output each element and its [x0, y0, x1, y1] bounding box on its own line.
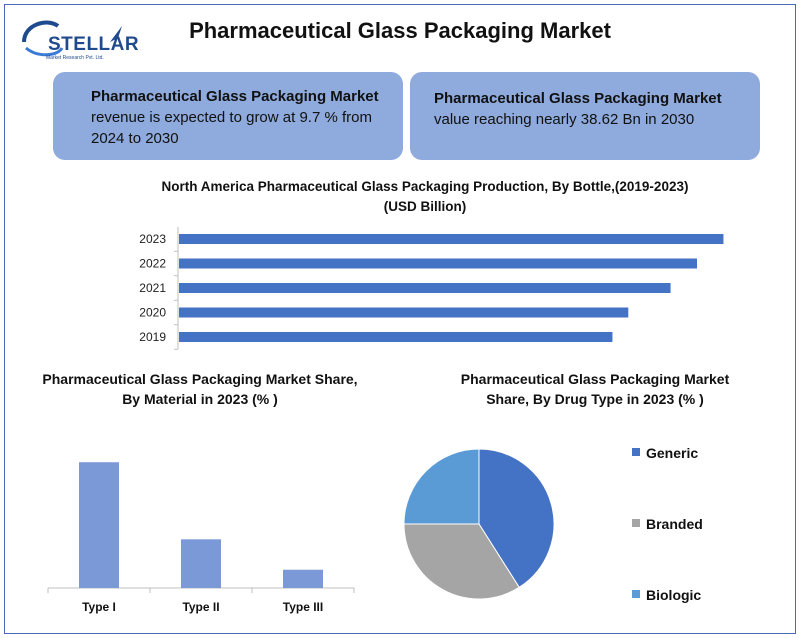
production-category-label: 2023: [139, 232, 166, 246]
material-chart-title: Pharmaceutical Glass Packaging Market Sh…: [42, 371, 358, 407]
production-bar-2023: [179, 234, 724, 244]
legend-label: Biologic: [646, 587, 702, 603]
production-chart-subtitle: (USD Billion): [383, 199, 467, 214]
production-category-label: 2020: [139, 306, 166, 320]
material-category-label: Type II: [182, 600, 219, 614]
info-box-value-heading: Pharmaceutical Glass Packaging Market: [434, 90, 722, 107]
page-title: Pharmaceutical Glass Packaging Market: [189, 18, 611, 43]
material-bar-type-ii: [181, 539, 221, 588]
material-bar-chart: Type I Type II Type III: [47, 462, 355, 614]
production-bar-2022: [179, 258, 697, 269]
info-box-value: Pharmaceutical Glass Packaging Market va…: [410, 72, 760, 160]
material-bar-type-i: [79, 462, 119, 588]
legend-label: Branded: [646, 516, 703, 532]
drugtype-chart-title: Pharmaceutical Glass Packaging Market Sh…: [460, 371, 730, 407]
material-bar-type-iii: [283, 569, 323, 588]
info-box-growth-heading: Pharmaceutical Glass Packaging Market: [91, 88, 379, 105]
logo-swoosh-icon: [22, 20, 122, 57]
legend-item-biologic: Biologic: [632, 587, 701, 603]
production-category-label: 2019: [139, 330, 166, 344]
infographic-frame: [4, 4, 796, 634]
production-bar-2019: [179, 332, 613, 342]
production-category-label: 2021: [139, 281, 166, 295]
production-bar-2021: [179, 283, 671, 293]
production-chart-title: North America Pharmaceutical Glass Packa…: [161, 179, 689, 194]
legend-swatch: [632, 448, 640, 457]
material-category-label: Type III: [283, 600, 323, 614]
material-category-label: Type I: [82, 600, 116, 614]
company-logo: STELLAR Market Research Pvt. Ltd.: [18, 12, 139, 61]
drugtype-pie-chart: [403, 448, 555, 600]
legend-label: Generic: [646, 445, 699, 461]
info-box-value-text: value reaching nearly 38.62 Bn in 2030: [434, 111, 695, 128]
pie-slice-branded: [403, 523, 520, 600]
logo-subtitle: Market Research Pvt. Ltd.: [46, 55, 104, 61]
legend-item-branded: Branded: [632, 516, 703, 532]
production-bar-chart: 2023 2022 2021 2020 2019: [139, 227, 724, 350]
legend-swatch: [632, 519, 640, 528]
info-box-growth: Pharmaceutical Glass Packaging Market re…: [53, 72, 403, 160]
logo-brand: STELLAR: [48, 34, 140, 55]
production-category-label: 2022: [139, 257, 166, 271]
pie-slice-biologic: [403, 448, 480, 525]
legend-item-generic: Generic: [632, 445, 698, 461]
production-bar-2020: [179, 307, 629, 318]
production-chart-title-block: North America Pharmaceutical Glass Packa…: [100, 177, 750, 217]
legend-swatch: [632, 590, 640, 599]
info-box-growth-text: revenue is expected to grow at 9.7 % fro…: [91, 109, 372, 147]
